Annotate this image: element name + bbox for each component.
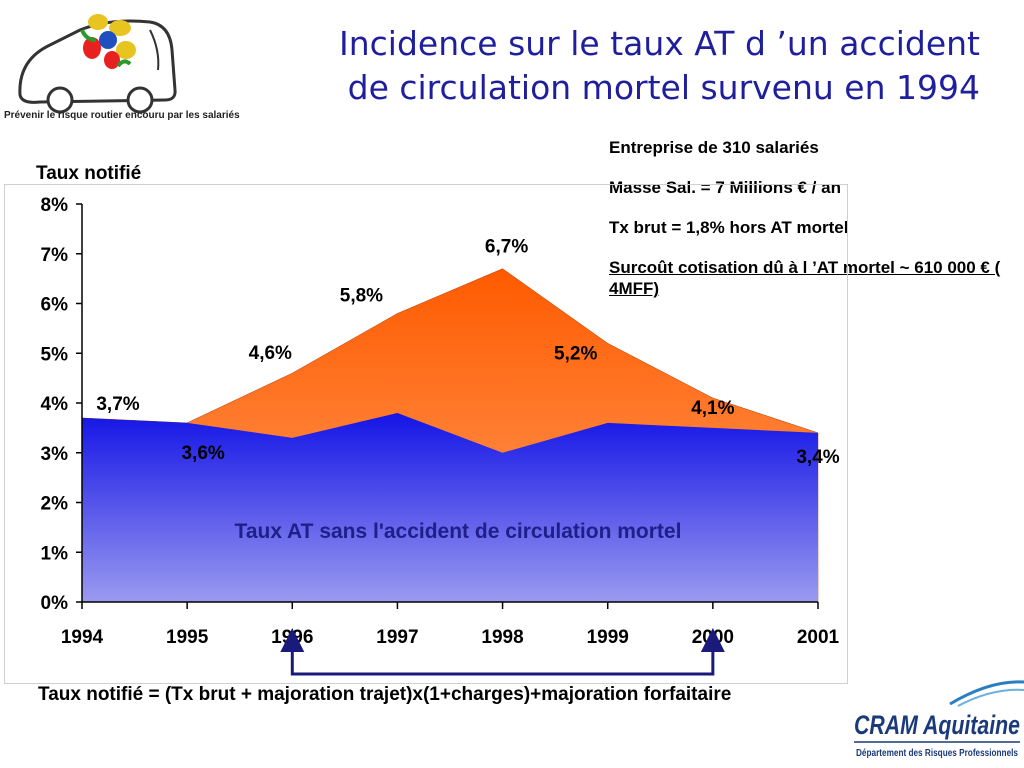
x-tick-label: 1999: [587, 627, 629, 648]
series-label: Taux AT sans l'accident de circulation m…: [235, 520, 682, 543]
x-tick-label: 1997: [376, 627, 418, 648]
x-tick-label: 1998: [481, 627, 523, 648]
y-tick-label: 4%: [41, 394, 69, 415]
y-tick-label: 3%: [41, 444, 69, 465]
info-line-2: Masse Sal. = 7 Millions € / an: [609, 178, 841, 197]
cram-logo-name: CRAM Aquitaine: [854, 710, 1020, 740]
plot-frame: [4, 184, 848, 684]
data-label: 6,7%: [485, 237, 528, 258]
prevention-logo: [18, 14, 177, 114]
logo-caption: Prévenir le risque routier encouru par l…: [4, 110, 240, 121]
y-tick-label: 1%: [41, 543, 69, 564]
title-line-2: de circulation mortel survenu en 1994: [347, 68, 980, 107]
slide-title: Incidence sur le taux AT d ’un accident …: [240, 22, 980, 110]
y-tick-label: 7%: [41, 245, 69, 266]
x-tick-label: 1995: [166, 627, 209, 648]
info-block: Entreprise de 310 salariés Masse Sal. = …: [609, 137, 1019, 299]
blue-area: [82, 412, 818, 602]
y-tick-label: 5%: [41, 344, 69, 365]
y-tick-label: 2%: [41, 494, 69, 515]
cram-logo-subtitle: Département des Risques Professionnels: [856, 748, 1018, 759]
data-label: 3,7%: [96, 394, 139, 415]
data-label: 3,4%: [796, 447, 839, 468]
cram-aquitaine-logo: CRAM Aquitaine Département des Risques P…: [854, 680, 1024, 759]
y-axis-title: Taux notifié: [36, 163, 142, 184]
y-tick-label: 0%: [41, 593, 69, 614]
data-label: 5,8%: [340, 285, 383, 306]
data-label: 5,2%: [554, 343, 597, 364]
data-label: 3,6%: [181, 443, 224, 464]
formula-text: Taux notifié = (Tx brut + majoration tra…: [38, 684, 732, 705]
info-line-4: Surcoût cotisation dû à l ’AT mortel ~ 6…: [609, 258, 1001, 298]
title-line-1: Incidence sur le taux AT d ’un accident: [339, 24, 980, 63]
x-tick-label: 1994: [61, 627, 104, 648]
bracket-arrow: [280, 628, 725, 676]
data-label: 4,1%: [691, 398, 734, 419]
y-tick-label: 8%: [41, 195, 69, 216]
info-line-3: Tx brut = 1,8% hors AT mortel: [609, 218, 849, 237]
x-tick-label: 2001: [797, 627, 840, 648]
data-label: 4,6%: [249, 343, 292, 364]
y-tick-label: 6%: [41, 295, 69, 316]
info-line-1: Entreprise de 310 salariés: [609, 138, 819, 157]
